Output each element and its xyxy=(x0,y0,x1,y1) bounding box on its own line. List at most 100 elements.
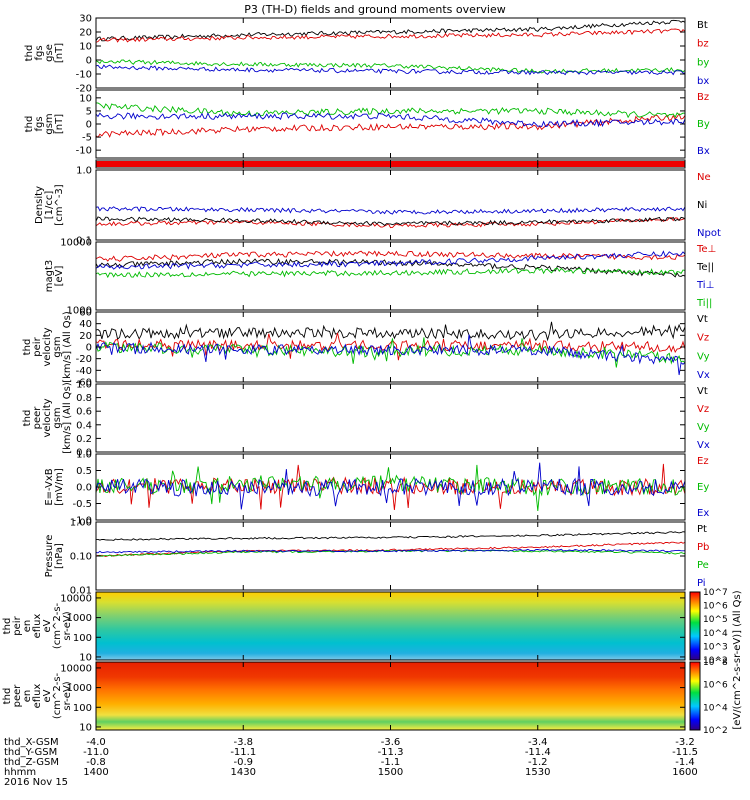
footer-value: -11.3 xyxy=(378,747,404,758)
y-tick-label: 0 xyxy=(86,56,92,67)
y-tick-label: 0 xyxy=(86,343,92,354)
legend-By: By xyxy=(697,119,710,130)
legend-Pi: Pi xyxy=(697,578,706,589)
footer-value: -11.0 xyxy=(83,747,109,758)
footer-value: -11.5 xyxy=(672,747,698,758)
legend-bz: bz xyxy=(697,39,709,50)
panel-fgs-gse: 30 20 10 0 -10 -20 thd fgs gse [nT] Bt bz by bx xyxy=(24,14,709,95)
footer-value: -11.4 xyxy=(525,747,551,758)
panel-flag xyxy=(95,159,686,169)
y-axis-label: [nPa] xyxy=(54,543,65,569)
series-Ti⊥ xyxy=(95,250,686,270)
colorbar-tick: 10^6 xyxy=(703,681,728,691)
y-axis-label: thd xyxy=(24,116,35,133)
plot-title: P3 (TH-D) fields and ground moments over… xyxy=(244,3,506,16)
footer-axis-table: thd_X-GSM -4.0 -3.8 -3.6 -3.4 -3.2 thd_Y-GSM -1… xyxy=(4,737,698,788)
series-Bz xyxy=(95,112,686,138)
y-tick-label: 0.10 xyxy=(70,552,92,563)
series-bz xyxy=(95,28,686,43)
legend-Te⊥: Te⊥ xyxy=(696,244,716,255)
series-Ey xyxy=(95,464,686,511)
legend-Te||: Te|| xyxy=(696,262,714,273)
legend-Vy: Vy xyxy=(697,351,710,362)
y-tick-label: 1.0 xyxy=(76,166,92,177)
legend-Vx: Vx xyxy=(697,440,710,451)
y-tick-label: -60 xyxy=(76,378,92,389)
panel-peer-vel: 1.0 0.8 0.6 0.4 0.2 0.0 thd peer velocity gsm [km/… xyxy=(22,380,710,459)
y-tick-label: 0 xyxy=(86,120,92,131)
y-tick-label: 60 xyxy=(79,308,92,319)
y-axis-label: gsm xyxy=(52,407,63,428)
series-Npot xyxy=(95,206,686,215)
y-axis-label: velocity xyxy=(42,327,53,366)
y-axis-label: [mV/m] xyxy=(54,468,65,506)
y-tick-label: -10 xyxy=(76,70,92,81)
y-tick-label: 1000 xyxy=(67,613,92,624)
colorbar-tick: 10^4 xyxy=(703,629,728,639)
y-tick-label: 10 xyxy=(79,722,92,733)
y-tick-label: -0.5 xyxy=(72,499,92,510)
y-tick-label: 100 xyxy=(73,703,92,714)
panel-pressure: 1.00 0.10 0.01 Pressure [nPa] Pt Pb Pe Pi xyxy=(44,518,709,597)
y-axis-label: sr-eV) xyxy=(62,681,73,710)
footer-value: 1430 xyxy=(231,767,256,778)
y-axis-label: sr-eV) xyxy=(62,611,73,640)
footer-value: -3.4 xyxy=(528,737,548,748)
footer-value: -4.0 xyxy=(86,737,106,748)
footer-value: -1.2 xyxy=(528,757,548,768)
y-axis-label: magt3 xyxy=(44,260,55,293)
footer-value: -1.1 xyxy=(381,757,401,768)
y-tick-label: 1.0 xyxy=(76,380,92,391)
y-axis-label: [nT] xyxy=(54,43,65,63)
panel-frame xyxy=(95,89,686,159)
y-axis-label: en xyxy=(22,690,33,703)
footer-date: 2016 Nov 15 xyxy=(4,777,68,788)
y-tick-label: 5 xyxy=(86,106,92,117)
y-tick-label: -5 xyxy=(82,133,92,144)
footer-row-label: thd_Z-GSM xyxy=(4,757,59,768)
y-axis-label: en xyxy=(22,620,33,633)
footer-row-label: thd_Y-GSM xyxy=(4,747,57,758)
panel-peir-spec: 10000 1000 100 10 thd peir en eflux eV (cm^2-s-sr… xyxy=(2,591,686,663)
panel-frame xyxy=(95,383,686,453)
series-Pb xyxy=(95,541,686,557)
y-tick-label: 0.01 xyxy=(70,586,92,597)
legend-Ni: Ni xyxy=(697,200,707,211)
series-Te⊥ xyxy=(95,250,686,262)
legend-Bt: Bt xyxy=(697,20,708,31)
footer-value: 1600 xyxy=(672,767,697,778)
colorbar-tick: 10^6 xyxy=(703,602,728,612)
y-tick-label: 0.0 xyxy=(76,483,92,494)
legend-Ey: Ey xyxy=(697,482,709,493)
colorbar-strip xyxy=(689,661,701,731)
series-Pi xyxy=(95,548,686,554)
panel-frame xyxy=(95,17,686,89)
y-axis-label: E=-VxB xyxy=(44,468,55,505)
y-axis-label: gsm xyxy=(52,336,63,357)
colorbar-tick: 10^4 xyxy=(703,703,728,713)
y-tick-label: 0.5 xyxy=(76,466,92,477)
colorbar-tick: 10^2 xyxy=(703,656,728,666)
y-tick-label: 10 xyxy=(79,93,92,104)
y-axis-label: thd xyxy=(22,339,33,356)
y-tick-label: 1.00 xyxy=(70,518,92,529)
y-axis-label: thd xyxy=(2,688,13,705)
legend-Ti||: Ti|| xyxy=(696,298,712,309)
y-tick-label: -10 xyxy=(76,146,92,157)
legend-Npot: Npot xyxy=(697,228,721,239)
y-axis-label: (cm^2-s- xyxy=(52,672,63,719)
y-tick-label: 0.0 xyxy=(76,448,92,459)
y-axis-label: eflux xyxy=(32,684,43,709)
legend-Vz: Vz xyxy=(697,404,709,415)
series-Bx xyxy=(95,112,686,128)
y-axis-label: [eV] xyxy=(54,266,65,287)
y-axis-label: [1/cc] xyxy=(44,191,55,220)
footer-value: -3.2 xyxy=(675,737,695,748)
y-tick-label: 0.1 xyxy=(76,236,92,247)
footer-value: -3.6 xyxy=(381,737,401,748)
y-axis-label: thd xyxy=(2,618,13,635)
y-axis-label: [cm^-3] xyxy=(54,184,65,225)
panel-peer-spec: 10000 1000 100 10 thd peer en eflux eV (cm^2-s-sr… xyxy=(2,661,686,733)
y-axis-label: eV xyxy=(42,689,53,702)
